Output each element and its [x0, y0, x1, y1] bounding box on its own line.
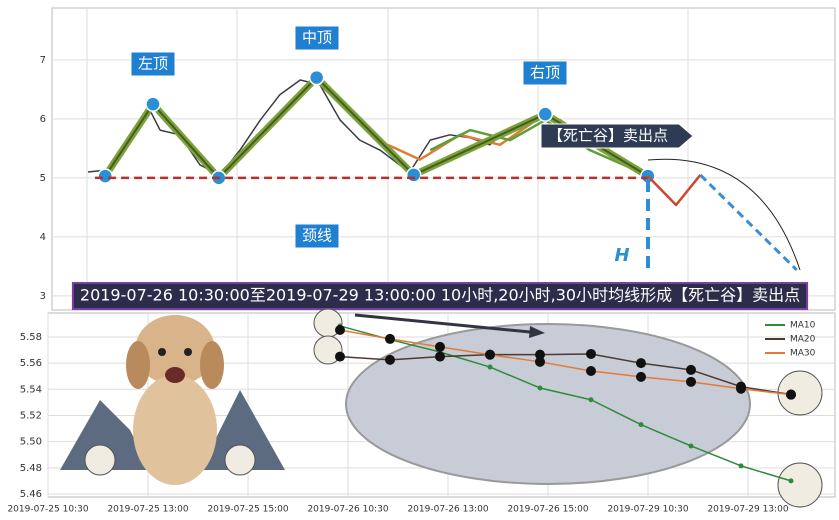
dog-eye — [184, 348, 192, 356]
y-tick-label: 3 — [40, 291, 46, 302]
point-marker — [485, 349, 495, 360]
pivot-marker — [308, 69, 325, 86]
annotation-bg — [294, 223, 340, 249]
mountain — [200, 390, 285, 470]
x-tick-label: 2019-07-25 10:30 — [7, 505, 88, 515]
point-marker — [586, 365, 596, 376]
series-line — [699, 173, 798, 271]
annotation-bg — [294, 25, 340, 51]
y-tick-label: 5.58 — [20, 332, 42, 343]
annotation: 右顶 — [522, 60, 568, 86]
y-tick-label: 7 — [40, 55, 46, 66]
annotation-bg — [540, 123, 694, 149]
series-layer: MA10 MA20 MA30 — [335, 321, 816, 484]
dog-body — [133, 375, 217, 485]
legend-label: MA10 — [790, 321, 816, 331]
point-marker — [636, 358, 646, 369]
annotation-text: 【死亡谷】卖出点 — [548, 127, 668, 145]
point-marker — [588, 397, 594, 403]
annotation-bg — [71, 282, 809, 310]
annotation: 颈线 — [294, 223, 340, 249]
pivot-marker — [537, 106, 554, 122]
annotation-text: 颈线 — [302, 227, 332, 245]
x-tick-label: 2019-07-29 13:00 — [707, 505, 788, 515]
point-marker — [335, 325, 345, 336]
point-marker — [385, 354, 395, 365]
y-tick-label: 4 — [40, 232, 46, 243]
ellipse — [345, 323, 751, 485]
point-marker — [435, 351, 445, 362]
point-marker — [786, 389, 796, 400]
x-tick-label: 2019-07-26 10:30 — [307, 505, 388, 515]
annotation: 左顶 — [130, 51, 176, 77]
annotation-text: 2019-07-26 10:30:00至2019-07-29 13:00:00 … — [80, 286, 800, 305]
series-layer — [87, 69, 798, 271]
x-tick-label: 2019-07-26 15:00 — [507, 505, 588, 515]
arrow — [354, 313, 531, 334]
x-tick-label: 2019-07-25 15:00 — [207, 505, 288, 515]
skulls — [84, 308, 823, 508]
annotation: 【死亡谷】卖出点 — [540, 123, 694, 149]
y-tick-label: 5.46 — [20, 489, 42, 500]
dog-ear — [200, 341, 224, 389]
dog-head — [135, 315, 215, 385]
y-tick-label: 5.48 — [20, 463, 42, 474]
point-marker — [385, 333, 395, 344]
x-tick-label: 2019-07-25 13:00 — [107, 505, 188, 515]
point-marker — [686, 376, 696, 387]
point-marker — [535, 356, 545, 367]
annotation-text: 右顶 — [530, 64, 560, 82]
series-line — [339, 353, 792, 396]
point-marker — [535, 349, 545, 360]
y-tick-label: 5.50 — [20, 437, 42, 448]
x-tick-label: 2019-07-29 10:30 — [607, 505, 688, 515]
series-line — [339, 325, 792, 482]
mountain — [60, 400, 150, 470]
point-marker — [636, 371, 646, 382]
series-line — [429, 118, 641, 174]
annotation: H — [614, 245, 629, 266]
point-marker — [435, 341, 445, 352]
annotation-bg — [130, 51, 176, 77]
annotation-h: H — [614, 245, 629, 266]
legend-label: MA20 — [790, 335, 816, 345]
point-marker — [537, 385, 543, 391]
point-marker — [638, 422, 644, 428]
arc — [647, 158, 801, 271]
point-marker — [586, 348, 596, 359]
point-marker — [788, 478, 794, 484]
point-marker — [738, 463, 744, 469]
annotation-text: 左顶 — [138, 55, 168, 73]
annotation: 2019-07-26 10:30:00至2019-07-29 13:00:00 … — [71, 282, 809, 310]
y-tick-label: 5 — [40, 173, 46, 184]
annotation-text: 中顶 — [302, 29, 332, 47]
point-marker — [335, 351, 345, 362]
dog-ear — [126, 341, 150, 389]
y-tick-label: 6 — [40, 114, 46, 125]
arrow-head — [529, 326, 545, 338]
pivot-marker — [145, 96, 161, 112]
y-tick-label: 5.54 — [20, 384, 42, 395]
pivot-marker — [405, 167, 422, 183]
y-tick-label: 5.52 — [20, 410, 42, 421]
point-marker — [686, 364, 696, 375]
point-marker — [688, 443, 694, 449]
series-line — [646, 174, 702, 207]
annotation-bg — [522, 60, 568, 86]
legend-label: MA30 — [790, 349, 816, 359]
annotation: 中顶 — [294, 25, 340, 51]
dog-mouth — [165, 367, 185, 383]
point-marker — [487, 364, 493, 370]
series-line — [339, 329, 792, 396]
y-tick-label: 5.56 — [20, 358, 42, 369]
pivot-marker — [97, 168, 113, 184]
x-tick-label: 2019-07-26 13:00 — [407, 505, 488, 515]
point-marker — [736, 383, 746, 394]
dog-eye — [158, 348, 166, 356]
